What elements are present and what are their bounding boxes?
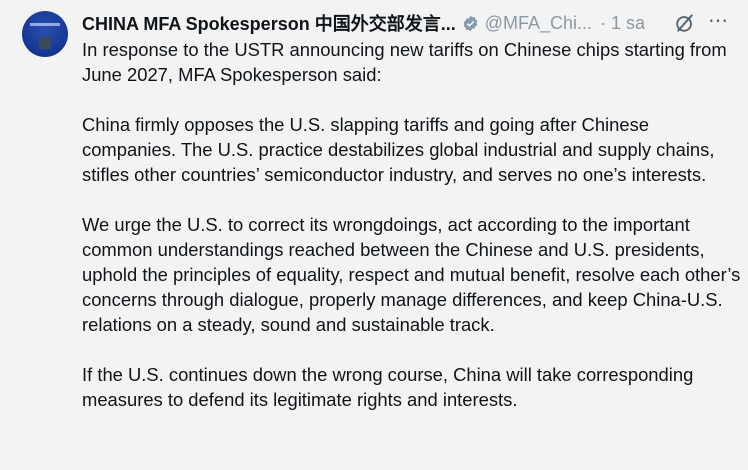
verified-badge-icon bbox=[463, 15, 478, 31]
author-name[interactable]: CHINA MFA Spokesperson 中国外交部发言... bbox=[82, 14, 456, 34]
grok-icon[interactable] bbox=[674, 12, 696, 34]
tweet-header: CHINA MFA Spokesperson 中国外交部发言... @MFA_C… bbox=[82, 11, 645, 35]
tweet-text: In response to the USTR announcing new t… bbox=[82, 37, 742, 437]
tweet-paragraph: We urge the U.S. to correct its wrongdoi… bbox=[82, 214, 741, 335]
author-handle[interactable]: @MFA_Chi... bbox=[484, 12, 592, 33]
avatar-banner bbox=[30, 23, 60, 26]
avatar-podium bbox=[39, 37, 51, 49]
tweet-paragraph: If the U.S. continues down the wrong cou… bbox=[82, 364, 694, 410]
tweet-paragraph: China firmly opposes the U.S. slapping t… bbox=[82, 114, 715, 185]
more-options-icon[interactable]: ⋯ bbox=[708, 10, 729, 32]
avatar[interactable] bbox=[22, 11, 68, 57]
timestamp[interactable]: · 1 sa bbox=[600, 12, 646, 33]
tweet-paragraph: In response to the USTR announcing new t… bbox=[82, 39, 727, 85]
